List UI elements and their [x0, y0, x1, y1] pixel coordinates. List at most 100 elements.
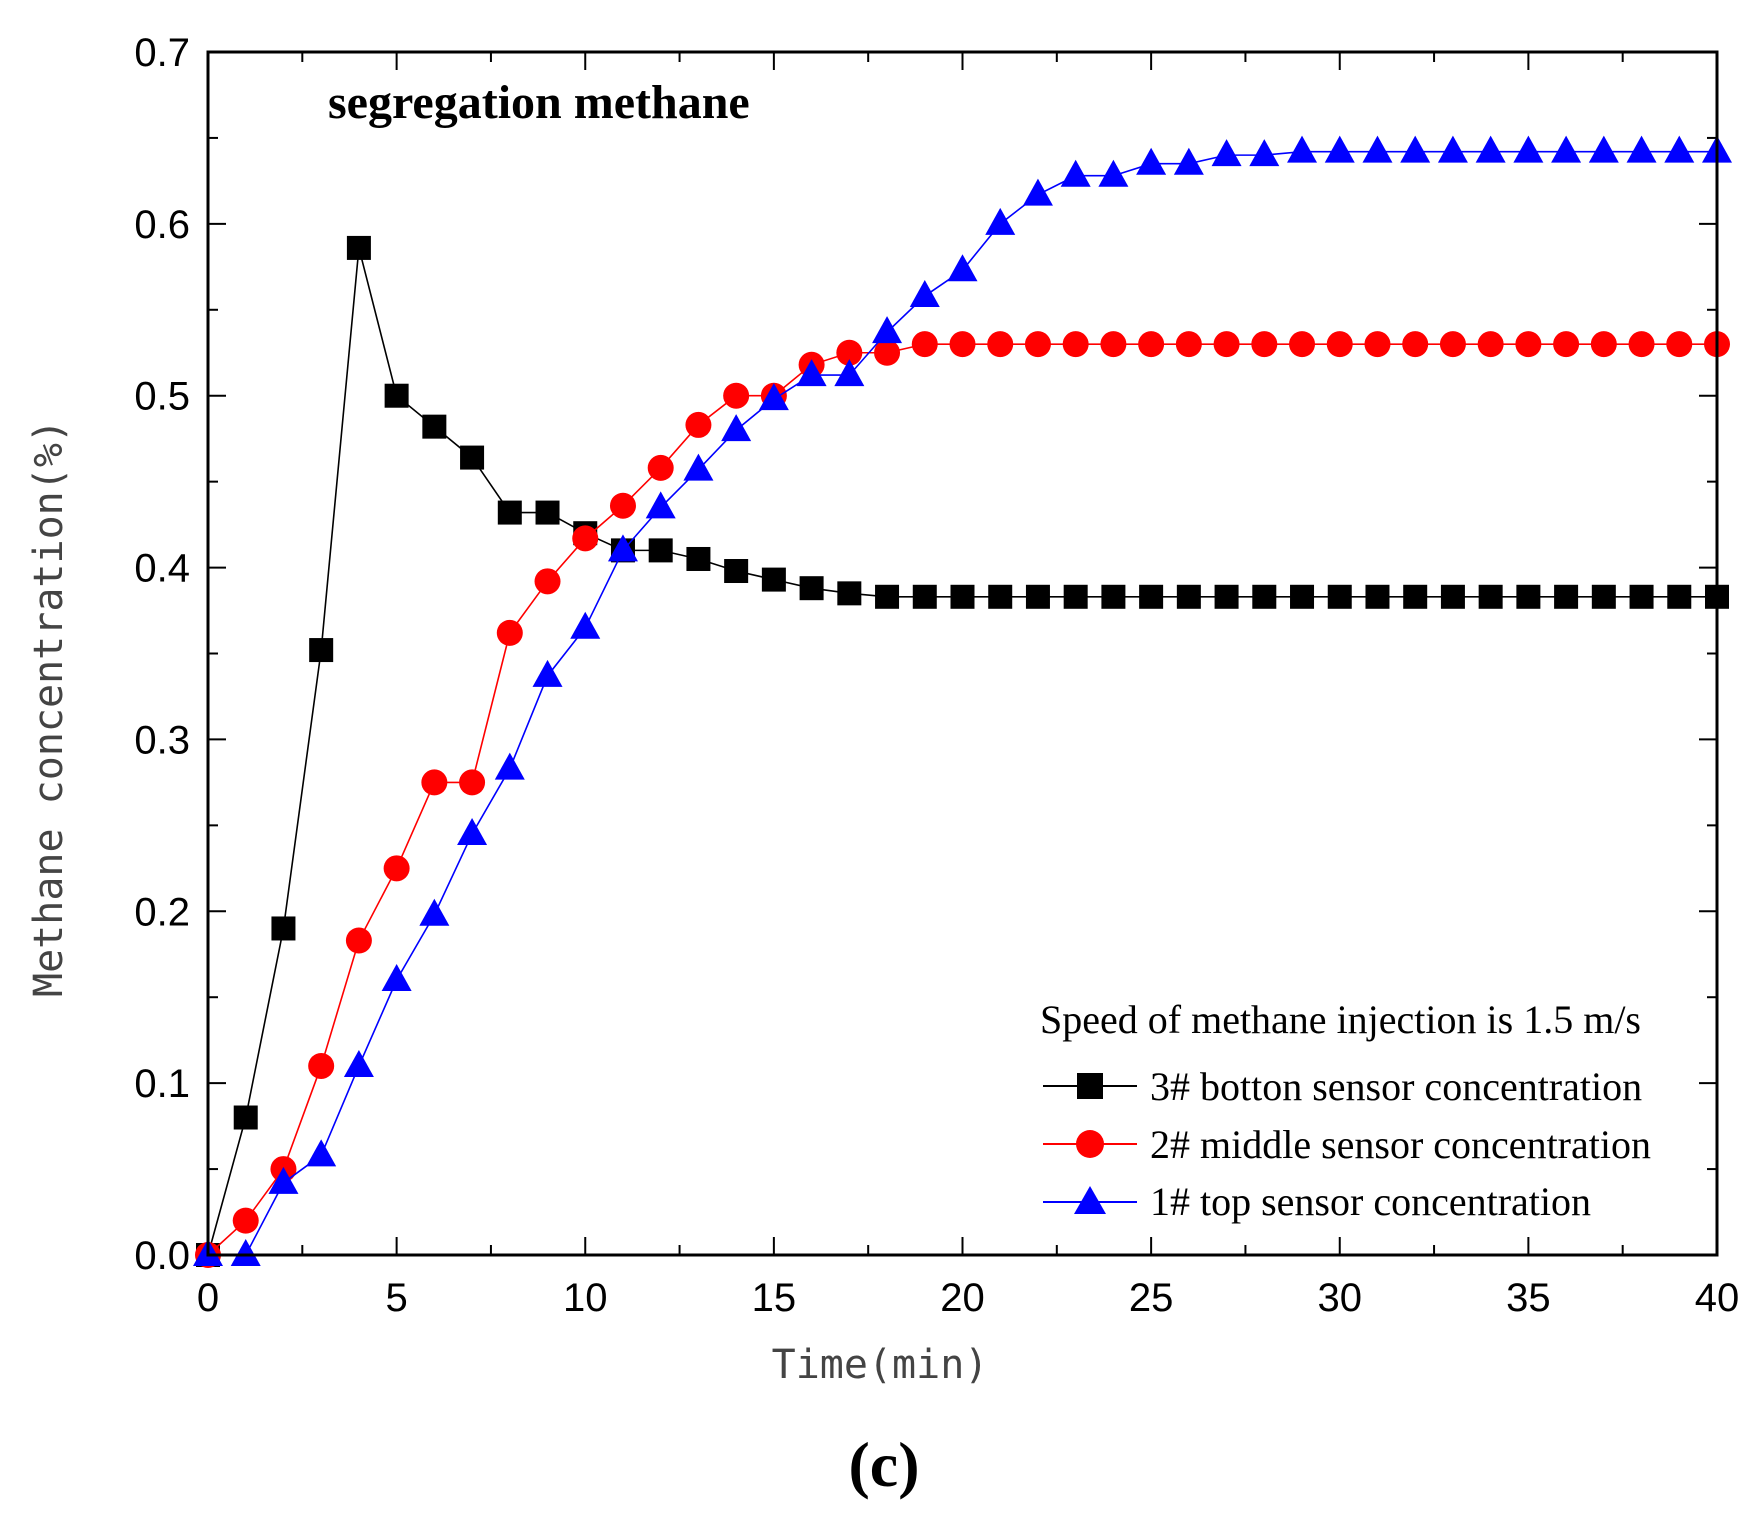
data-point-triangle: [758, 383, 789, 411]
data-point-triangle: [909, 280, 940, 308]
data-point-triangle: [343, 1049, 374, 1077]
data-point-circle: [1289, 331, 1316, 358]
data-point-triangle: [1400, 135, 1431, 163]
data-point-triangle: [1173, 147, 1204, 175]
data-point-triangle: [1588, 135, 1619, 163]
legend-label-top-sensor: 1# top sensor concentration: [1150, 1179, 1591, 1224]
x-axis-title: Time(min): [772, 1342, 989, 1388]
data-point-circle: [911, 331, 938, 358]
data-point-triangle: [1475, 135, 1506, 163]
data-point-circle: [232, 1207, 259, 1234]
data-point-square: [1290, 584, 1315, 609]
data-point-circle: [1024, 331, 1051, 358]
plot-frame: [206, 50, 1719, 1257]
y-tick-label: 0.5: [134, 375, 190, 419]
data-point-square: [271, 916, 296, 941]
legend-marker-square: [1077, 1073, 1103, 1099]
data-point-circle: [647, 454, 674, 481]
data-point-square: [1516, 584, 1541, 609]
legend-marker-triangle: [1074, 1186, 1106, 1214]
data-point-square: [686, 546, 711, 571]
data-point-circle: [459, 769, 486, 796]
data-point-circle: [723, 382, 750, 409]
data-point-triangle: [306, 1139, 337, 1167]
data-point-circle: [1553, 331, 1580, 358]
series-triangle: [193, 135, 1732, 1266]
x-tick-label: 5: [386, 1276, 408, 1320]
data-point-circle: [496, 619, 523, 646]
data-point-triangle: [947, 254, 978, 282]
data-point-square: [988, 584, 1013, 609]
y-axis-title: Methane concentration(%): [26, 419, 72, 997]
data-point-square: [1025, 584, 1050, 609]
data-point-circle: [1628, 331, 1655, 358]
y-tick-label: 0.3: [134, 718, 190, 762]
data-point-triangle: [985, 207, 1016, 235]
data-point-triangle: [268, 1166, 299, 1194]
data-point-circle: [1062, 331, 1089, 358]
data-point-triangle: [1437, 135, 1468, 163]
data-point-square: [309, 638, 334, 663]
data-point-square: [1214, 584, 1239, 609]
data-point-square: [384, 383, 409, 408]
data-point-square: [648, 538, 673, 563]
data-point-triangle: [1211, 139, 1242, 167]
series-layer: [193, 135, 1732, 1268]
data-point-circle: [1402, 331, 1429, 358]
data-point-square: [1403, 584, 1428, 609]
data-point-circle: [1326, 331, 1353, 358]
data-point-circle: [1175, 331, 1202, 358]
data-point-circle: [572, 525, 599, 552]
data-point-triangle: [834, 359, 865, 387]
data-point-triangle: [230, 1239, 261, 1266]
data-point-circle: [874, 339, 901, 366]
data-point-square: [1478, 584, 1503, 609]
data-point-square: [1252, 584, 1277, 609]
series-square: [196, 235, 1729, 1267]
data-point-triangle: [683, 453, 714, 481]
data-point-triangle: [419, 898, 450, 926]
data-point-square: [875, 584, 900, 609]
data-point-square: [1554, 584, 1579, 609]
x-tick-label: 25: [1129, 1276, 1174, 1320]
data-point-square: [460, 445, 485, 470]
legend-title: Speed of methane injection is 1.5 m/s: [1040, 997, 1641, 1042]
data-point-circle: [1590, 331, 1617, 358]
data-point-circle: [1251, 331, 1278, 358]
data-point-circle: [1439, 331, 1466, 358]
legend-label-middle-sensor: 2# middle sensor concentration: [1150, 1122, 1651, 1167]
data-point-square: [1365, 584, 1390, 609]
y-tick-label: 0.7: [134, 31, 190, 75]
data-point-circle: [1138, 331, 1165, 358]
chart-title: segregation methane: [328, 76, 750, 129]
data-point-triangle: [494, 752, 525, 780]
x-tick-label: 15: [752, 1276, 797, 1320]
data-point-square: [912, 584, 937, 609]
data-point-circle: [421, 769, 448, 796]
data-point-circle: [345, 927, 372, 954]
data-point-triangle: [796, 359, 827, 387]
data-point-square: [1139, 584, 1164, 609]
data-point-circle: [308, 1052, 335, 1079]
legend: Speed of methane injection is 1.5 m/s 3#…: [1040, 997, 1651, 1224]
data-point-triangle: [1626, 135, 1657, 163]
data-point-circle: [1100, 331, 1127, 358]
data-point-triangle: [1098, 159, 1129, 187]
legend-item-bottom-sensor: 3# botton sensor concentration: [1043, 1064, 1642, 1109]
y-tick-label: 0.4: [134, 547, 190, 591]
data-point-triangle: [721, 414, 752, 442]
data-point-triangle: [1362, 135, 1393, 163]
data-point-triangle: [1249, 139, 1280, 167]
series-line-circle: [207, 343, 1717, 1256]
data-point-triangle: [1324, 135, 1355, 163]
x-tick-label: 30: [1318, 1276, 1363, 1320]
tick-labels: 0 5 10 15 20 25 30 35 40 0.0 0.1 0.2 0.3 0.4 0.5 0.6 0.7: [134, 31, 1739, 1320]
y-tick-label: 0.1: [134, 1062, 190, 1106]
legend-marker-circle: [1076, 1130, 1104, 1158]
data-point-circle: [987, 331, 1014, 358]
data-point-triangle: [1513, 135, 1544, 163]
data-point-square: [535, 500, 560, 525]
data-point-triangle: [1551, 135, 1582, 163]
y-tick-label: 0.2: [134, 890, 190, 934]
